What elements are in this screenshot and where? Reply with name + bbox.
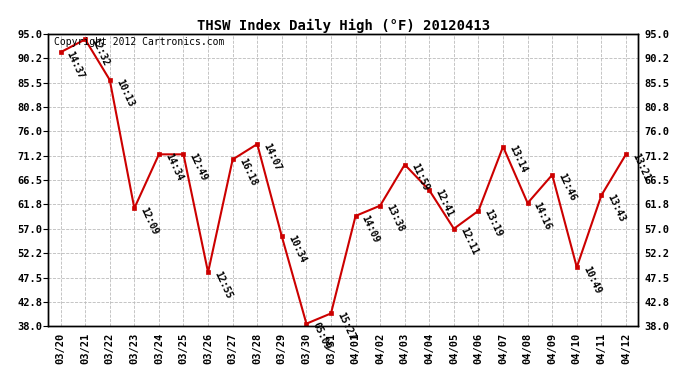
Text: Copyright 2012 Cartronics.com: Copyright 2012 Cartronics.com xyxy=(55,37,224,46)
Text: 15:27: 15:27 xyxy=(335,310,357,342)
Text: 14:09: 14:09 xyxy=(359,213,381,244)
Text: 12:55: 12:55 xyxy=(213,270,234,300)
Text: 05:09: 05:09 xyxy=(310,321,332,352)
Text: 13:21: 13:21 xyxy=(630,152,651,182)
Text: 14:07: 14:07 xyxy=(262,141,283,172)
Text: 12:09: 12:09 xyxy=(139,206,160,236)
Text: 14:16: 14:16 xyxy=(532,200,553,231)
Text: 14:34: 14:34 xyxy=(163,152,184,182)
Text: 10:49: 10:49 xyxy=(581,264,602,295)
Text: 10:34: 10:34 xyxy=(286,234,308,264)
Text: 10:13: 10:13 xyxy=(114,77,135,108)
Text: 13:14: 13:14 xyxy=(507,144,529,175)
Text: 13:43: 13:43 xyxy=(606,193,627,224)
Text: 12:49: 12:49 xyxy=(188,152,209,182)
Text: 16:18: 16:18 xyxy=(237,157,258,188)
Text: 14:37: 14:37 xyxy=(65,50,86,80)
Text: 12:41: 12:41 xyxy=(433,188,455,218)
Text: 13:19: 13:19 xyxy=(482,208,504,239)
Text: 12:46: 12:46 xyxy=(556,172,578,203)
Text: 13:38: 13:38 xyxy=(384,203,406,234)
Text: 12:11: 12:11 xyxy=(458,226,480,257)
Text: 12:32: 12:32 xyxy=(89,37,111,68)
Title: THSW Index Daily High (°F) 20120413: THSW Index Daily High (°F) 20120413 xyxy=(197,18,490,33)
Text: 11:59: 11:59 xyxy=(409,162,431,193)
